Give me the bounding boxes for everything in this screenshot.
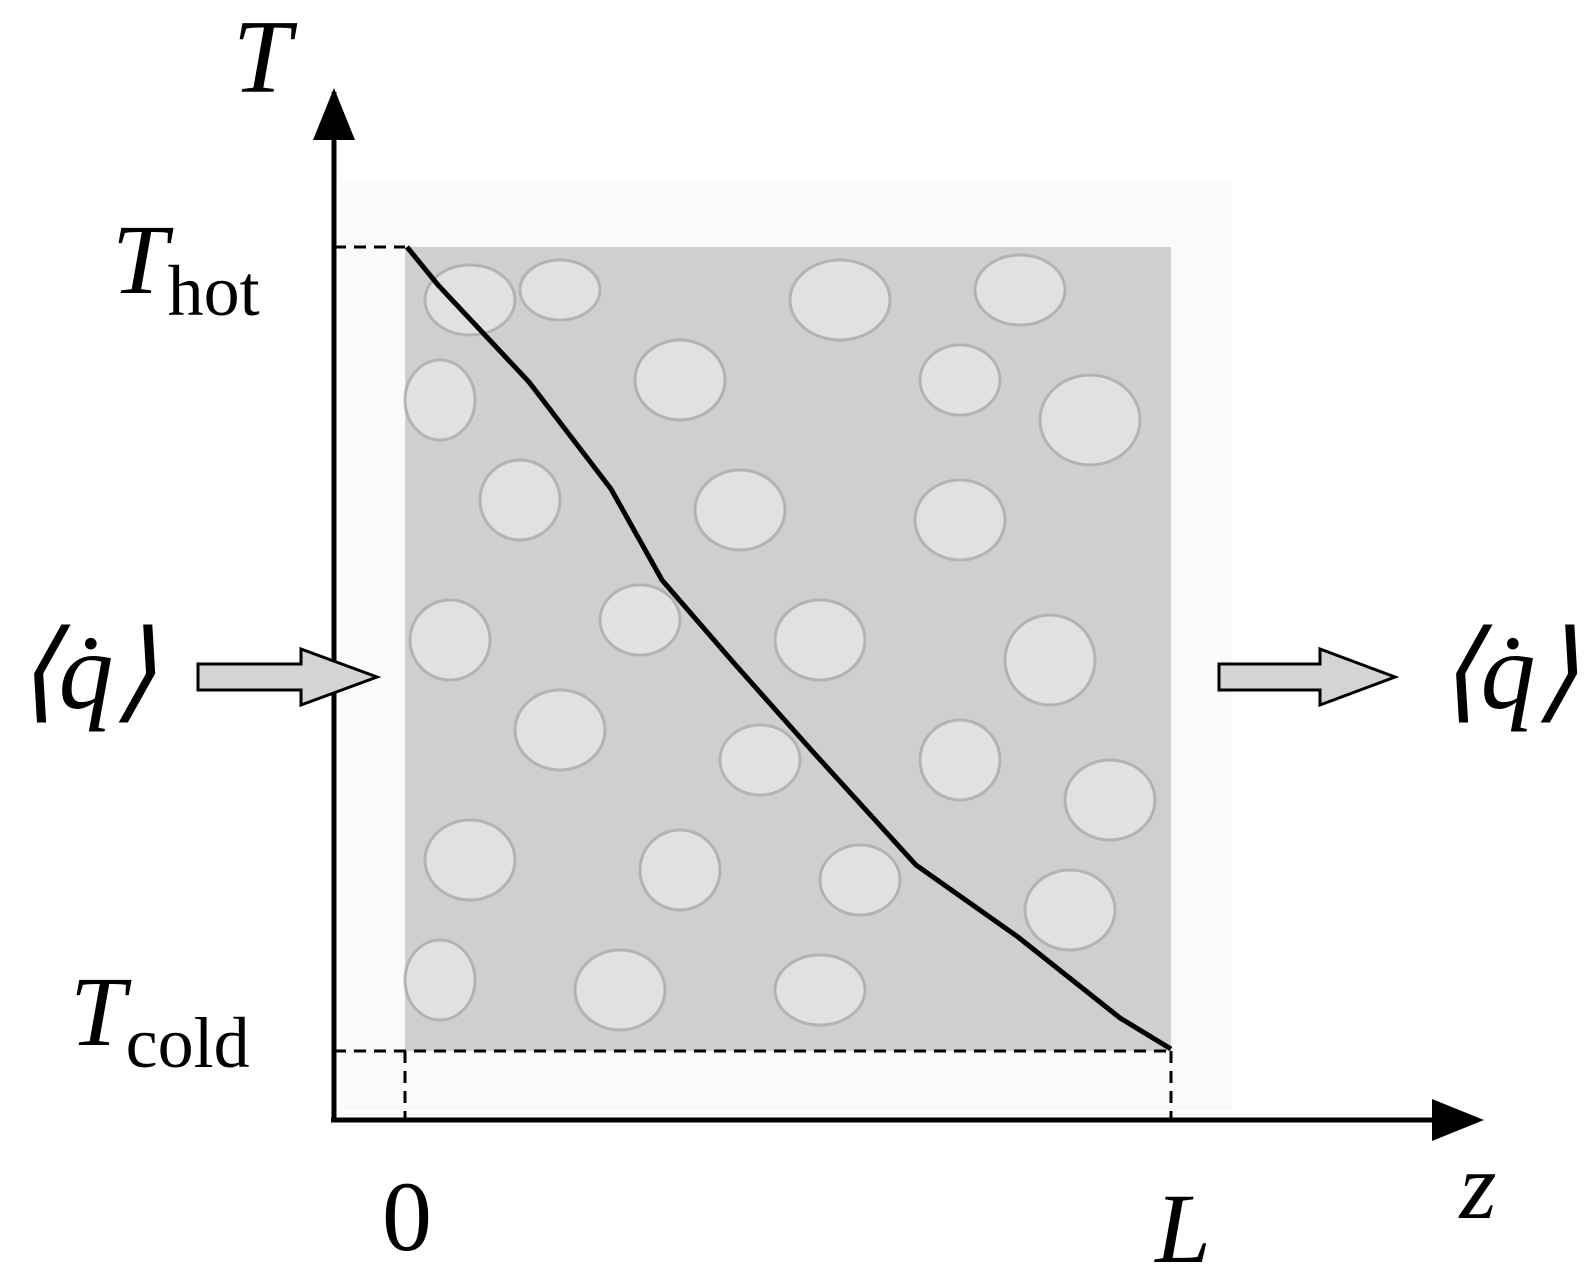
heat-flux-in-arrow [196,646,382,708]
symbol: T [112,204,174,315]
heat-flux-out-label: ⟨q̇⟩ [1438,610,1579,732]
guide-lines [334,245,1173,1120]
heat-flux-in-label: ⟨q̇⟩ [16,610,157,732]
y-axis-label: T [233,0,298,115]
x-axis-arrowhead [1432,1099,1484,1141]
x-axis-label: z [1458,1133,1497,1239]
subscript: cold [126,1003,250,1083]
z-start-label: 0 [382,1161,432,1272]
temperature-profile [405,245,1173,1052]
subscript: hot [168,251,260,331]
t-hot-label: Thot [112,204,260,331]
y-axis-arrowhead [313,88,355,140]
symbol: T [70,956,132,1067]
z-end-label: L [1153,1173,1211,1272]
t-cold-label: Tcold [70,956,250,1083]
heat-flux-out-arrow [1217,646,1400,708]
foam-sample [403,247,1171,1051]
